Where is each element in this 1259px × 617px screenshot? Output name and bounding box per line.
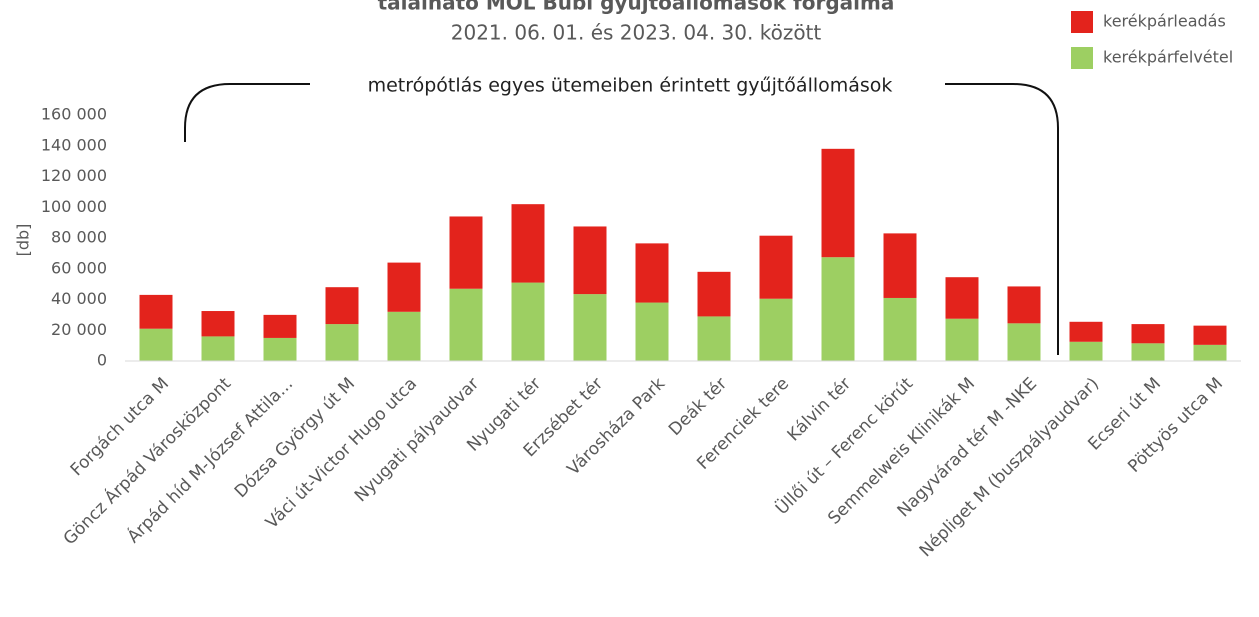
bar-segment bbox=[635, 302, 669, 361]
legend-label: kerékpárleadás bbox=[1103, 12, 1226, 31]
y-tick-label: 20 000 bbox=[51, 320, 107, 339]
y-tick-label: 60 000 bbox=[51, 258, 107, 277]
bar-segment bbox=[1131, 343, 1165, 361]
x-tick-label: Nyugati pályaudvar bbox=[351, 374, 483, 506]
bar-segment bbox=[201, 311, 235, 337]
bar-segment bbox=[573, 294, 607, 361]
bar-segment bbox=[1007, 286, 1041, 324]
bar-segment bbox=[1007, 323, 1041, 361]
bar-segment bbox=[697, 271, 731, 317]
bar-segment bbox=[821, 257, 855, 361]
bar-segment bbox=[1069, 321, 1103, 342]
bar-segment bbox=[883, 233, 917, 298]
bar-segment bbox=[1193, 344, 1227, 361]
bar-segment bbox=[511, 204, 545, 283]
bar-segment bbox=[945, 318, 979, 361]
bar-segment bbox=[139, 294, 173, 329]
bar-segment bbox=[139, 328, 173, 361]
bar-segment bbox=[635, 243, 669, 303]
bracket-left bbox=[184, 83, 310, 142]
bar-segment bbox=[325, 324, 359, 361]
y-tick-label: 40 000 bbox=[51, 289, 107, 308]
bar-segment bbox=[449, 216, 483, 289]
bar-segment bbox=[201, 336, 235, 361]
chart-subtitle: 2021. 06. 01. és 2023. 04. 30. között bbox=[451, 21, 822, 45]
y-tick-label: 80 000 bbox=[51, 228, 107, 247]
chart-title: található MOL Bubi gyűjtőállomások forga… bbox=[378, 0, 895, 15]
bar-segment bbox=[387, 262, 421, 312]
bar-segment bbox=[573, 226, 607, 295]
y-tick-label: 100 000 bbox=[41, 197, 107, 216]
bar-segment bbox=[1131, 324, 1165, 344]
bar-segment bbox=[1069, 341, 1103, 361]
bracket-right bbox=[945, 83, 1059, 355]
y-tick-label: 120 000 bbox=[41, 166, 107, 185]
bar-segment bbox=[263, 337, 297, 361]
y-axis-label: [db] bbox=[14, 224, 33, 257]
x-tick-label: Deák tér bbox=[665, 374, 731, 440]
y-tick-label: 0 bbox=[97, 351, 107, 370]
bar-segment bbox=[883, 297, 917, 361]
bar-segment bbox=[945, 277, 979, 319]
bar-segment bbox=[387, 311, 421, 361]
legend-label: kerékpárfelvétel bbox=[1103, 48, 1233, 67]
bar-segment bbox=[821, 148, 855, 258]
legend-swatch bbox=[1071, 47, 1093, 69]
y-tick-label: 140 000 bbox=[41, 135, 107, 154]
bar-segment bbox=[697, 316, 731, 361]
bar-segment bbox=[1193, 325, 1227, 345]
legend-swatch bbox=[1071, 11, 1093, 33]
bar-segment bbox=[511, 282, 545, 361]
x-tick-label: Dózsa György út M bbox=[231, 374, 359, 502]
bar-segment bbox=[449, 288, 483, 361]
bar-segment bbox=[263, 314, 297, 338]
bar-segment bbox=[325, 287, 359, 325]
y-tick-label: 160 000 bbox=[41, 105, 107, 124]
annotation: metrópótlás egyes ütemeiben érintett gyű… bbox=[368, 75, 893, 97]
bar-segment bbox=[759, 235, 793, 299]
bar-segment bbox=[759, 298, 793, 361]
